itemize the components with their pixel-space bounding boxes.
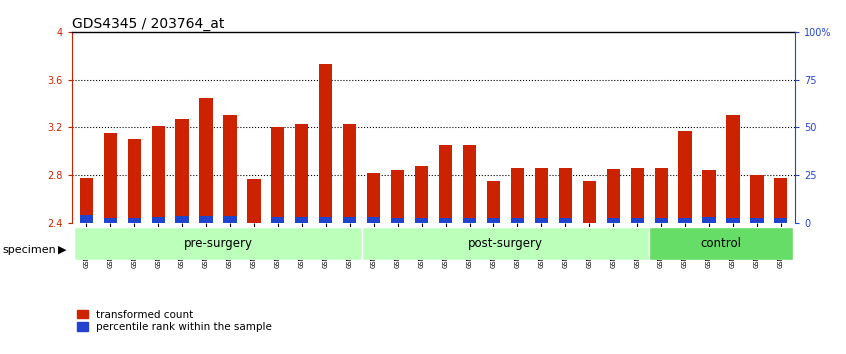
Bar — [649, 227, 793, 260]
Bar — [535, 218, 548, 223]
Bar — [655, 218, 667, 223]
Bar — [727, 115, 739, 223]
Bar — [727, 218, 739, 223]
Bar — [583, 181, 596, 223]
Bar — [362, 227, 649, 260]
Bar — [223, 115, 237, 223]
Bar — [391, 218, 404, 223]
Bar — [750, 218, 763, 223]
Bar — [655, 168, 667, 223]
Bar — [607, 218, 620, 223]
Bar — [463, 145, 476, 223]
Bar — [343, 124, 356, 223]
Bar — [128, 139, 140, 223]
Bar — [774, 178, 788, 223]
Bar — [511, 218, 524, 223]
Bar — [128, 218, 140, 223]
Text: ▶: ▶ — [58, 245, 66, 255]
Bar — [367, 217, 381, 223]
Bar — [151, 126, 165, 223]
Bar — [607, 169, 620, 223]
Text: pre-surgery: pre-surgery — [184, 237, 252, 250]
Text: post-surgery: post-surgery — [468, 237, 543, 250]
Legend: transformed count, percentile rank within the sample: transformed count, percentile rank withi… — [77, 310, 272, 332]
Bar — [630, 168, 644, 223]
Bar — [511, 168, 524, 223]
Text: GDS4345 / 203764_at: GDS4345 / 203764_at — [72, 17, 224, 31]
Text: control: control — [700, 237, 741, 250]
Bar — [678, 131, 692, 223]
Bar — [223, 216, 237, 223]
Bar — [80, 178, 93, 223]
Bar — [774, 218, 788, 223]
Bar — [678, 218, 692, 223]
Bar — [295, 124, 309, 223]
Bar — [486, 181, 500, 223]
Text: specimen: specimen — [3, 245, 57, 255]
Bar — [558, 218, 572, 223]
Bar — [702, 171, 716, 223]
Bar — [319, 64, 332, 223]
Bar — [630, 218, 644, 223]
Bar — [415, 166, 428, 223]
Bar — [439, 145, 452, 223]
Bar — [295, 217, 309, 223]
Bar — [750, 175, 763, 223]
Bar — [80, 215, 93, 223]
Bar — [702, 217, 716, 223]
Bar — [319, 217, 332, 223]
Bar — [272, 217, 284, 223]
Bar — [486, 218, 500, 223]
Bar — [104, 133, 117, 223]
Bar — [175, 119, 189, 223]
Bar — [272, 127, 284, 223]
Bar — [151, 217, 165, 223]
Bar — [415, 218, 428, 223]
Bar — [247, 179, 261, 223]
Bar — [74, 227, 362, 260]
Bar — [391, 171, 404, 223]
Bar — [175, 216, 189, 223]
Bar — [200, 216, 212, 223]
Bar — [200, 98, 212, 223]
Bar — [439, 218, 452, 223]
Bar — [367, 173, 381, 223]
Bar — [535, 168, 548, 223]
Bar — [463, 218, 476, 223]
Bar — [104, 218, 117, 223]
Bar — [558, 168, 572, 223]
Bar — [343, 217, 356, 223]
